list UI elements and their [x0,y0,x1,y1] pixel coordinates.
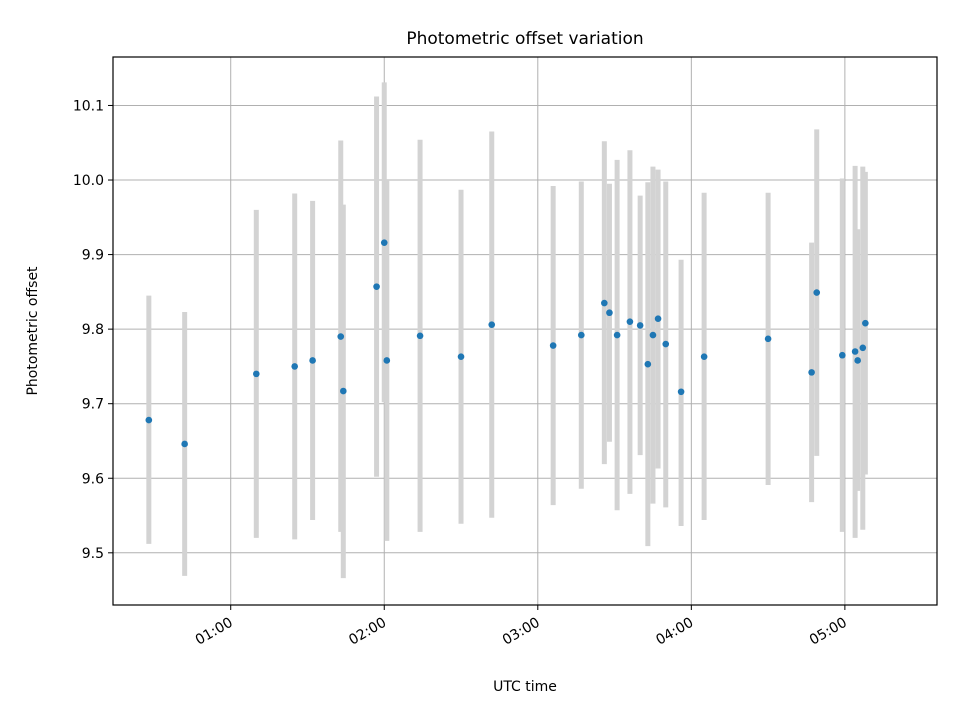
data-point [854,357,861,364]
data-point [337,333,345,340]
data-point [859,344,867,352]
y-tick-label: 9.9 [82,248,104,264]
data-point [636,322,644,329]
data-point [253,370,260,378]
data-point [549,342,557,349]
data-point [613,331,621,339]
data-point [181,440,188,448]
data-point [291,363,298,370]
data-point [644,360,652,368]
data-point [577,331,585,339]
data-point [662,340,670,348]
data-point [606,309,613,317]
data-point [383,357,391,364]
y-tick-label: 10.1 [73,98,104,114]
y-tick-label: 9.8 [82,322,104,338]
data-point [457,353,465,361]
data-point [373,283,380,290]
data-points [145,239,869,448]
data-point [340,387,347,395]
data-point [813,289,821,296]
data-point [862,319,869,327]
y-tick-label: 9.6 [82,471,104,487]
plot-frame [112,56,938,606]
data-point [764,335,772,343]
chart-title: Photometric offset variation [406,29,643,49]
data-point [416,332,424,340]
data-point [380,239,388,246]
data-point [309,357,316,364]
y-tick-label: 9.5 [82,546,104,562]
data-point [700,353,708,361]
data-point [851,348,859,355]
data-point [839,351,846,359]
y-axis-label: Photometric offset [25,266,41,396]
y-tick-label: 9.7 [82,397,104,413]
x-axis-label: UTC time [493,679,557,695]
plot-area [113,57,937,605]
data-point [654,315,662,322]
grid [113,57,937,605]
y-tick-label: 10.0 [73,173,104,189]
data-point [677,388,685,396]
data-point [808,369,815,376]
data-point [649,331,657,339]
data-point [626,318,634,325]
data-point [145,416,153,424]
data-point [488,321,496,328]
data-point [601,299,608,307]
